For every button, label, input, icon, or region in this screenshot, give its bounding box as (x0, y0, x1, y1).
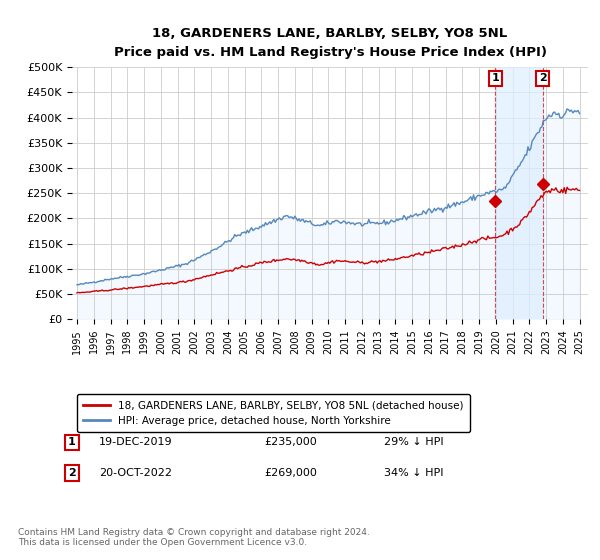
Text: £269,000: £269,000 (264, 468, 317, 478)
Text: 20-OCT-2022: 20-OCT-2022 (99, 468, 172, 478)
Text: 1: 1 (68, 437, 76, 447)
Text: 34% ↓ HPI: 34% ↓ HPI (384, 468, 443, 478)
Bar (495, 67, 542, 319)
Text: 2: 2 (539, 73, 547, 83)
Text: £235,000: £235,000 (264, 437, 317, 447)
Text: 2: 2 (68, 468, 76, 478)
Text: 19-DEC-2019: 19-DEC-2019 (99, 437, 173, 447)
Text: 29% ↓ HPI: 29% ↓ HPI (384, 437, 443, 447)
Text: Contains HM Land Registry data © Crown copyright and database right 2024.
This d: Contains HM Land Registry data © Crown c… (18, 528, 370, 547)
Title: 18, GARDENERS LANE, BARLBY, SELBY, YO8 5NL
Price paid vs. HM Land Registry's Hou: 18, GARDENERS LANE, BARLBY, SELBY, YO8 5… (113, 27, 547, 59)
Text: 1: 1 (491, 73, 499, 83)
Legend: 18, GARDENERS LANE, BARLBY, SELBY, YO8 5NL (detached house), HPI: Average price,: 18, GARDENERS LANE, BARLBY, SELBY, YO8 5… (77, 394, 470, 432)
